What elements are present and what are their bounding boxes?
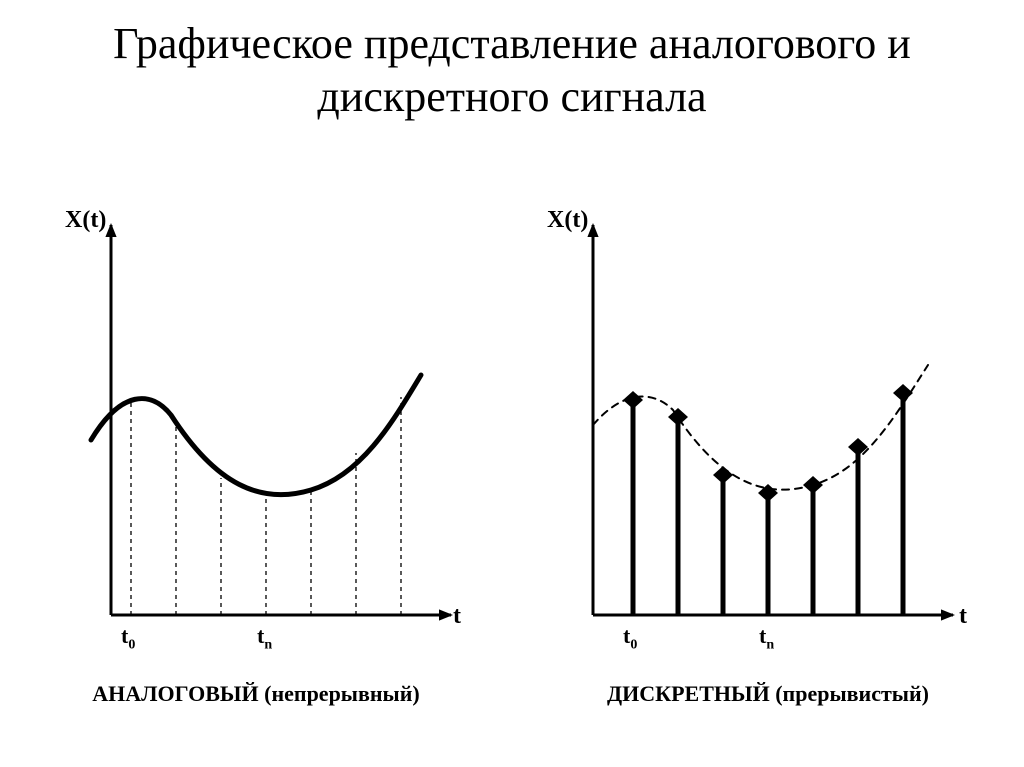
analog-svg [21, 195, 491, 635]
tick-t0: t0 [121, 623, 135, 653]
analog-caption: АНАЛОГОВЫЙ (непрерывный) [21, 681, 491, 707]
charts-row: X(t) t t0 tn АНАЛОГОВЫЙ (непрерывный) X(… [0, 195, 1024, 715]
tick-tn: tn [759, 623, 774, 653]
tick-tn: tn [257, 623, 272, 653]
page: Графическое представление аналогового и … [0, 0, 1024, 767]
discrete-caption: ДИСКРЕТНЫЙ (прерывистый) [533, 681, 1003, 707]
page-title: Графическое представление аналогового и … [0, 0, 1024, 124]
tick-t0: t0 [623, 623, 637, 653]
discrete-chart: X(t) t t0 tn ДИСКРЕТНЫЙ (прерывистый) [533, 195, 1003, 715]
x-axis-label: t [959, 603, 967, 630]
x-axis-label: t [453, 603, 461, 630]
analog-chart: X(t) t t0 tn АНАЛОГОВЫЙ (непрерывный) [21, 195, 491, 715]
discrete-svg [533, 195, 1003, 635]
